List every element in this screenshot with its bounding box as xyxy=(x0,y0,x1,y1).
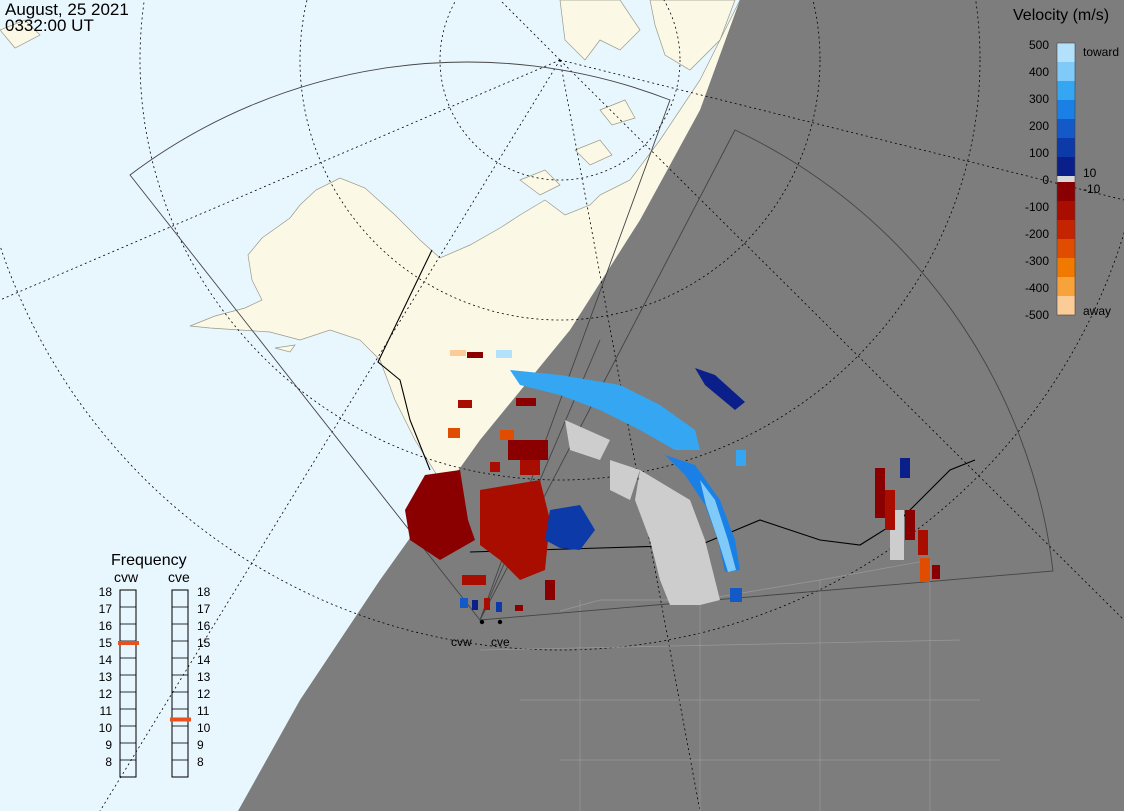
frequency-scale-label: 11 xyxy=(197,704,210,718)
frequency-panel: Frequency cvw cve 1817161514131211109818… xyxy=(99,552,211,778)
colorbar-tick-label: -200 xyxy=(1025,227,1049,241)
colorbar-tick-label: -100 xyxy=(1025,200,1049,214)
island-3 xyxy=(599,99,636,126)
cve-fov xyxy=(479,129,1054,621)
frequency-scale-label: 16 xyxy=(197,619,211,633)
velocity-cells-east xyxy=(875,468,940,582)
frequency-station-cve: cve xyxy=(168,569,190,585)
frequency-scale-label: 11 xyxy=(100,704,113,718)
state-lines xyxy=(479,559,1000,811)
frequency-scale-label: 18 xyxy=(197,585,211,599)
frequency-scale-label: 12 xyxy=(197,687,211,701)
frequency-scale-box xyxy=(171,589,189,778)
island-4 xyxy=(0,19,41,49)
colorbar-stripe-14 xyxy=(1057,296,1075,315)
colorbar-stripe-13 xyxy=(1057,277,1075,296)
colorbar-stripe-1 xyxy=(1057,62,1075,81)
colorbar-stripe-0 xyxy=(1057,43,1075,62)
frequency-station-cvw: cvw xyxy=(114,569,139,585)
colorbar-tick-label: 200 xyxy=(1029,119,1049,133)
colorbar-tick-label: -400 xyxy=(1025,281,1049,295)
colorbar-tick-label: 100 xyxy=(1029,146,1049,160)
velocity-neg-threshold: -10 xyxy=(1083,182,1101,196)
colorbar-stripe-4 xyxy=(1057,119,1075,138)
frequency-scale-label: 15 xyxy=(197,636,211,650)
colorbar-tick-label: 300 xyxy=(1029,92,1049,106)
velocity-legend-title: Velocity (m/s) xyxy=(1013,7,1109,24)
frequency-scale-label: 10 xyxy=(197,721,211,735)
colorbar-stripe-10 xyxy=(1057,220,1075,239)
frequency-scale-box xyxy=(119,589,137,778)
frequency-scale-label: 8 xyxy=(105,755,112,769)
island-1 xyxy=(519,169,561,196)
date-label: August, 25 2021 xyxy=(5,0,129,19)
velocity-cells-cvw xyxy=(405,350,555,600)
frequency-title: Frequency xyxy=(111,552,187,569)
velocity-colorbar-frame xyxy=(1056,42,1076,316)
colorbar-stripe-9 xyxy=(1057,201,1075,220)
time-label: 0332:00 UT xyxy=(5,16,94,35)
frequency-scale-label: 16 xyxy=(99,619,113,633)
colorbar-tick-label: -300 xyxy=(1025,254,1049,268)
arctic-islands xyxy=(559,0,641,61)
colorbar-stripe-11 xyxy=(1057,239,1075,258)
us-canada-border xyxy=(469,459,976,553)
radar-sites: cvw cve xyxy=(451,619,510,649)
frequency-scale-label: 10 xyxy=(99,721,113,735)
colorbar-stripe-2 xyxy=(1057,81,1075,100)
frequency-scale-label: 14 xyxy=(99,653,113,667)
frequency-scale-label: 17 xyxy=(197,602,211,616)
colorbar-stripe-3 xyxy=(1057,100,1075,119)
colorbar-tick-label: -500 xyxy=(1025,308,1049,322)
frequency-scale-label: 13 xyxy=(99,670,113,684)
near-field-cells xyxy=(460,575,523,612)
frequency-scale-label: 14 xyxy=(197,653,211,667)
frequency-scale-label: 13 xyxy=(197,670,211,684)
colorbar-tick-label: 500 xyxy=(1029,38,1049,52)
colorbar-stripe-12 xyxy=(1057,258,1075,277)
velocity-cells-cve xyxy=(496,350,910,602)
cvw-site-marker xyxy=(479,619,485,625)
borders xyxy=(377,249,976,553)
aleutian-1 xyxy=(274,344,296,353)
velocity-colorbar: Velocity (m/s) 500 400 300 200 100 0 -100 -200 -… xyxy=(1013,7,1119,322)
island-2 xyxy=(574,139,613,166)
cvw-site-label: cvw xyxy=(451,635,472,649)
frequency-marker-cvw xyxy=(118,641,139,645)
frequency-scale-label: 9 xyxy=(105,738,112,752)
colorbar-tick-label: 400 xyxy=(1029,65,1049,79)
velocity-colorbar-stripes xyxy=(1057,43,1075,315)
night-shade xyxy=(238,0,1124,811)
velocity-away-label: away xyxy=(1083,304,1111,318)
velocity-colorbar-ticks: 500 400 300 200 100 0 -100 -200 -300 -400 -500 xyxy=(1025,38,1049,322)
frequency-scale-label: 17 xyxy=(99,602,113,616)
frequency-scale-label: 15 xyxy=(99,636,113,650)
velocity-pos-threshold: 10 xyxy=(1083,166,1097,180)
colorbar-stripe-6 xyxy=(1057,157,1075,176)
colorbar-stripe-5 xyxy=(1057,138,1075,157)
frequency-scale-label: 12 xyxy=(99,687,113,701)
frequency-scale-label: 9 xyxy=(197,738,204,752)
alaska-canada-border xyxy=(377,249,433,471)
velocity-toward-label: toward xyxy=(1083,45,1119,59)
colorbar-tick-label: 0 xyxy=(1042,173,1049,187)
colorbar-stripe-8 xyxy=(1057,182,1075,201)
frequency-marker-cve xyxy=(170,717,191,722)
cve-site-marker xyxy=(497,619,503,625)
cvw-fov xyxy=(129,61,671,621)
greenland-edge xyxy=(649,0,736,71)
frequency-scales: 18 17 16 15 14 13 12 11 10 9 8 18 17 16 15 14 13 12 11 10 9 8 xyxy=(99,585,211,778)
cve-site-label: cve xyxy=(491,635,510,649)
colorbar-stripe-7 xyxy=(1057,176,1075,182)
frequency-scale-label: 8 xyxy=(197,755,204,769)
frequency-scale-label: 18 xyxy=(99,585,113,599)
